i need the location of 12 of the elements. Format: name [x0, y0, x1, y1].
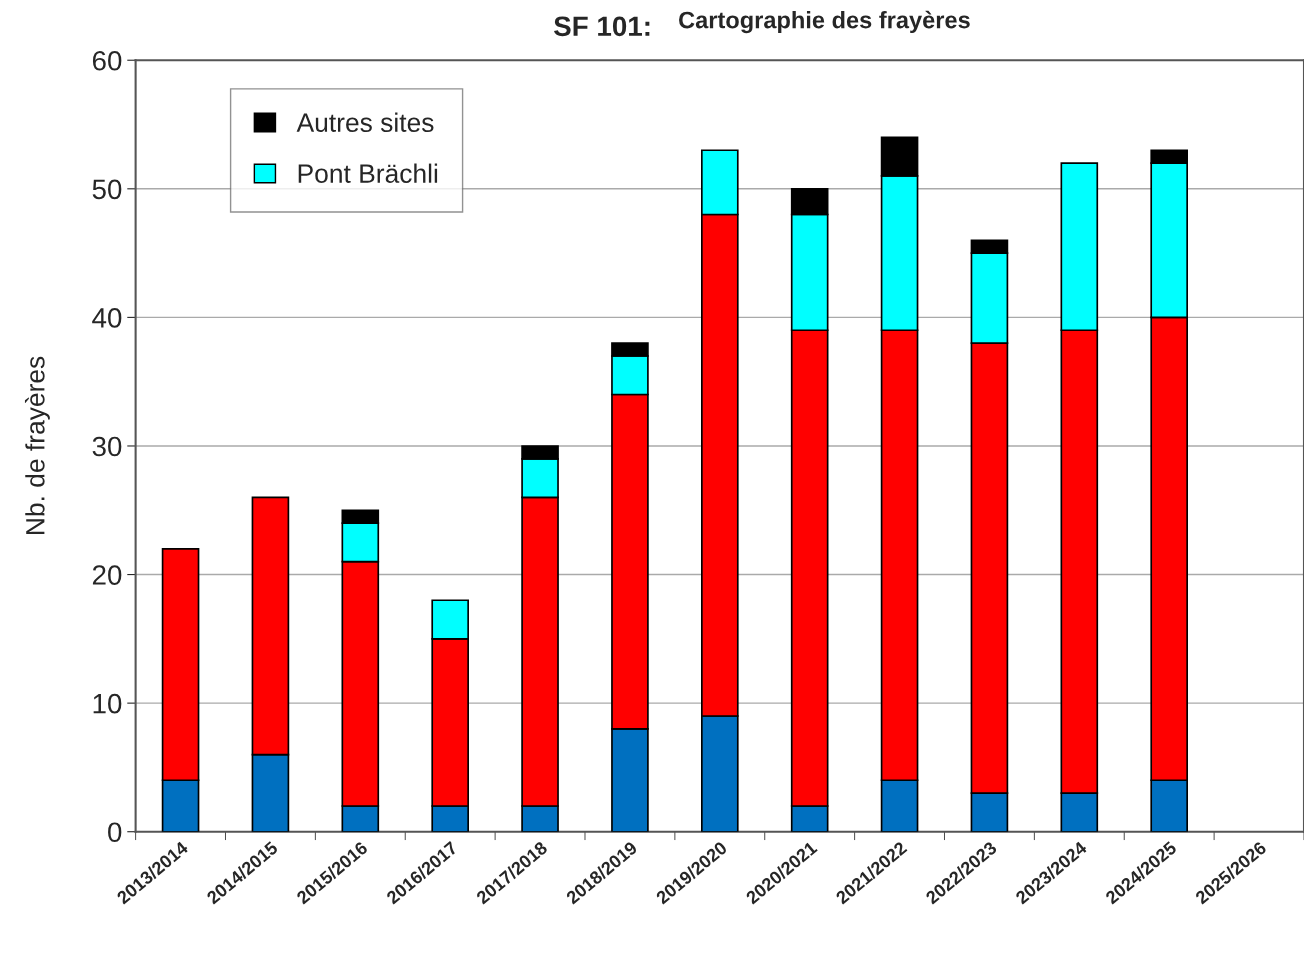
y-tick-label: 30 [92, 436, 122, 457]
chart-title: SF 101: [554, 16, 650, 37]
legend-label: Pont Brächli [298, 163, 438, 183]
y-tick-label: 40 [92, 308, 122, 328]
y-axis-title: Nb. de frayères [24, 356, 50, 535]
legend-label: Autres sites [296, 112, 434, 132]
y-tick-label: 50 [92, 179, 122, 200]
chart-subtitle: Cartographie des frayères [679, 10, 970, 34]
y-tick-label: 20 [92, 565, 122, 585]
y-tick-label: 60 [92, 50, 122, 71]
y-tick-label: 0 [108, 822, 122, 843]
y-tick-label: 10 [93, 693, 122, 714]
